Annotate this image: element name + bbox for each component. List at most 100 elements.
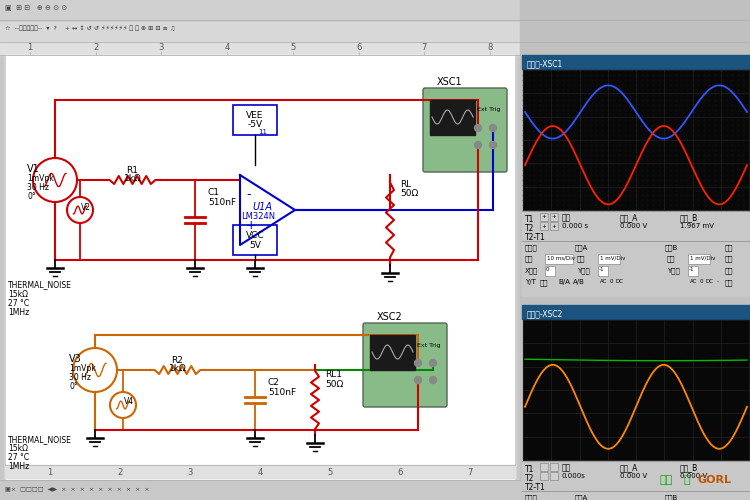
Bar: [540, 463, 548, 471]
Text: Y/T: Y/T: [525, 279, 536, 285]
Text: VEE: VEE: [246, 111, 264, 120]
Text: 通道_B: 通道_B: [680, 213, 698, 222]
Text: 时间: 时间: [562, 213, 572, 222]
Bar: [522, 55, 750, 69]
Text: 示波器-XSC1: 示波器-XSC1: [527, 59, 563, 68]
Text: ▣  ⊞ ⊟   ⊕ ⊖ ⊙ ⊙: ▣ ⊞ ⊟ ⊕ ⊖ ⊙ ⊙: [5, 5, 68, 11]
Text: A/B: A/B: [573, 279, 585, 285]
Text: T2: T2: [525, 474, 534, 483]
Bar: [540, 213, 548, 221]
Text: T2: T2: [525, 224, 534, 233]
Text: V2: V2: [81, 202, 91, 211]
Text: +: +: [551, 214, 556, 220]
Text: R1: R1: [127, 166, 139, 175]
Text: 通道A: 通道A: [575, 244, 588, 250]
Text: DC: DC: [615, 279, 623, 284]
Circle shape: [490, 142, 496, 148]
Bar: [522, 55, 750, 295]
Text: +: +: [542, 224, 546, 228]
Text: 比例: 比例: [667, 255, 676, 262]
Text: 0: 0: [700, 279, 703, 284]
Text: 2: 2: [93, 43, 98, 52]
Text: 通道B: 通道B: [665, 494, 678, 500]
Bar: [540, 472, 548, 480]
Text: 0: 0: [610, 279, 614, 284]
Text: THERMAL_NOISE: THERMAL_NOISE: [8, 280, 72, 289]
Bar: [5, 55, 515, 480]
Text: THERMAL_NOISE: THERMAL_NOISE: [8, 435, 72, 444]
Text: XSC2: XSC2: [377, 312, 403, 322]
Bar: [0, 22, 750, 42]
Text: 电平: 电平: [725, 267, 734, 274]
Bar: [5, 465, 515, 478]
Text: X位置: X位置: [525, 267, 538, 274]
Text: 5V: 5V: [249, 241, 261, 250]
Text: 27 °C: 27 °C: [8, 299, 29, 308]
Text: V4: V4: [124, 398, 134, 406]
Bar: [523, 320, 749, 460]
Text: -1: -1: [689, 267, 694, 272]
Bar: [550, 463, 558, 471]
Text: Y位置: Y位置: [667, 267, 680, 274]
Circle shape: [475, 142, 482, 148]
Bar: [0, 42, 520, 55]
Bar: [688, 254, 710, 264]
Circle shape: [430, 360, 436, 366]
Text: 1mVpk: 1mVpk: [69, 364, 96, 373]
Text: 加数: 加数: [540, 279, 548, 285]
Text: 30 Hz: 30 Hz: [69, 373, 91, 382]
Text: 30 Hz: 30 Hz: [27, 183, 49, 192]
Bar: [522, 461, 750, 500]
Circle shape: [490, 124, 496, 132]
Text: 通道_A: 通道_A: [620, 463, 638, 472]
Text: V1: V1: [27, 164, 40, 174]
Text: T1: T1: [525, 465, 534, 474]
Text: 时间轴: 时间轴: [525, 494, 538, 500]
Text: 50Ω: 50Ω: [325, 380, 344, 389]
Circle shape: [415, 376, 422, 384]
Text: AC: AC: [690, 279, 698, 284]
Text: 圈: 圈: [683, 475, 690, 485]
Text: +: +: [542, 214, 546, 220]
Text: 3: 3: [159, 43, 164, 52]
Circle shape: [415, 360, 422, 366]
Text: ▣×  □□□□  ◀▶  ×  ×  ×  ×  ×  ×  ×  ×  ×  ×: ▣× □□□□ ◀▶ × × × × × × × × × ×: [5, 488, 149, 492]
Bar: [598, 254, 620, 264]
Text: 0.000 s: 0.000 s: [562, 223, 588, 229]
Text: 类型: 类型: [725, 279, 734, 285]
Text: 边沿: 边沿: [725, 255, 734, 262]
Bar: [522, 305, 750, 500]
Text: 梯优: 梯优: [660, 475, 674, 485]
Text: 0.000s: 0.000s: [562, 473, 586, 479]
FancyBboxPatch shape: [363, 323, 447, 407]
Text: 通道A: 通道A: [575, 494, 588, 500]
Text: GORL: GORL: [698, 475, 732, 485]
Text: 7: 7: [467, 468, 472, 477]
Text: 0.000 V: 0.000 V: [620, 223, 647, 229]
Bar: [688, 266, 698, 276]
Text: 10 ms/Div: 10 ms/Div: [547, 255, 575, 260]
Text: -5V: -5V: [248, 120, 262, 129]
Text: 27 °C: 27 °C: [8, 453, 29, 462]
Text: C2: C2: [268, 378, 280, 387]
Text: DC: DC: [705, 279, 713, 284]
Bar: [550, 213, 558, 221]
Text: 比例: 比例: [577, 255, 586, 262]
Polygon shape: [240, 175, 295, 245]
Text: T2-T1: T2-T1: [525, 483, 546, 492]
Text: VCC: VCC: [246, 231, 264, 240]
Text: 3: 3: [188, 468, 193, 477]
Text: 510nF: 510nF: [268, 388, 296, 397]
Bar: [370, 335, 415, 370]
Bar: [430, 100, 475, 135]
Text: Y位置: Y位置: [577, 267, 590, 274]
Text: Ext Trig: Ext Trig: [417, 342, 440, 347]
Text: 1 mV/Div: 1 mV/Div: [690, 255, 715, 260]
Text: 11: 11: [258, 129, 267, 135]
Text: 0.000 V: 0.000 V: [680, 473, 707, 479]
Circle shape: [475, 124, 482, 132]
Bar: [550, 222, 558, 230]
Bar: [550, 472, 558, 480]
Bar: [520, 0, 750, 500]
Text: C1: C1: [208, 188, 220, 197]
